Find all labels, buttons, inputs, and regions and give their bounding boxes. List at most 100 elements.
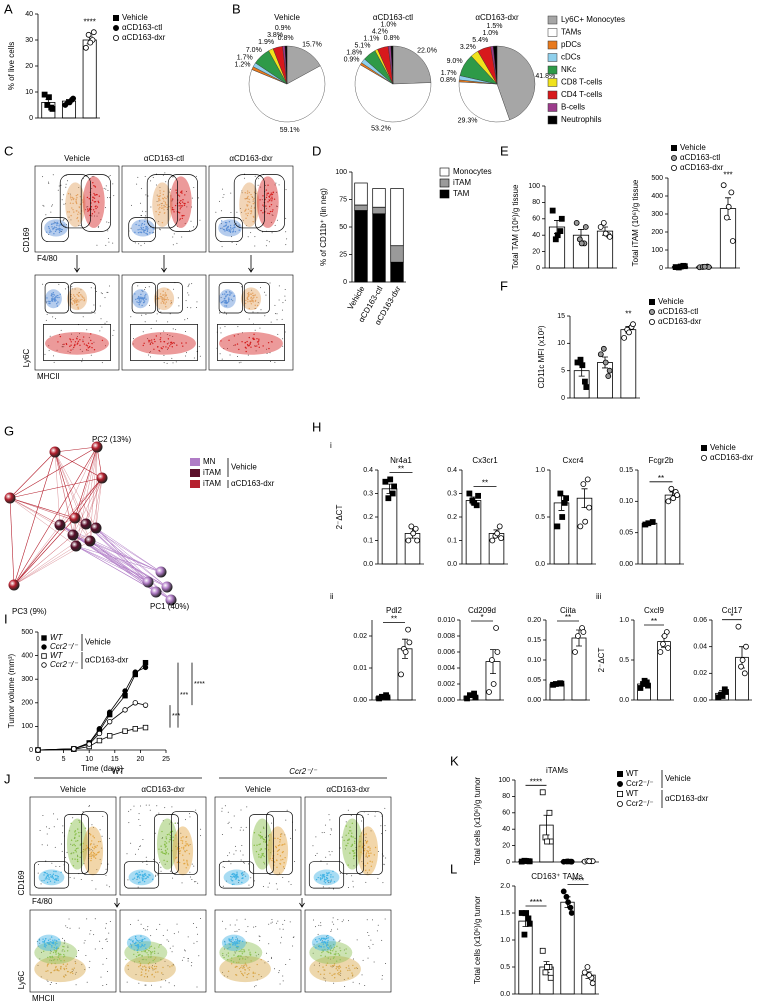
flow-event (163, 191, 164, 192)
flow-event (270, 211, 271, 212)
significance-label: ** (482, 479, 488, 488)
flow-event (248, 296, 249, 297)
flow-event (252, 293, 253, 294)
flow-event (38, 864, 39, 865)
flow-event (249, 192, 250, 193)
flow-event (46, 873, 47, 874)
legend-swatch (548, 116, 557, 124)
flow-event (291, 884, 292, 885)
legend-marker (671, 145, 676, 150)
flow-event (240, 830, 241, 831)
pie-value-label: 0.9% (275, 25, 291, 32)
flow-event (100, 305, 101, 306)
flow-event (168, 338, 169, 339)
y-tick-label: 0.0 (535, 561, 545, 568)
network-edge (10, 498, 75, 518)
flow-event (94, 313, 95, 314)
flow-event (319, 946, 320, 947)
flow-event (239, 940, 240, 941)
flow-event (170, 189, 171, 190)
bar (554, 503, 569, 564)
flow-event (78, 950, 79, 951)
flow-event (82, 341, 83, 342)
y-tick-label: 0.3 (363, 490, 373, 497)
flow-event (56, 983, 57, 984)
flow-event (56, 946, 57, 947)
flow-event (255, 952, 256, 953)
flow-event (315, 939, 316, 940)
legend-marker (42, 663, 47, 668)
flow-event (234, 876, 235, 877)
flow-event (283, 862, 284, 863)
flow-event (136, 301, 137, 302)
flow-event (92, 200, 93, 201)
flow-event (326, 943, 327, 944)
flow-event (323, 946, 324, 947)
flow-event (365, 854, 366, 855)
flow-event (67, 971, 68, 972)
panel-title: αCD163-dxr (326, 785, 370, 794)
flow-event (53, 874, 54, 875)
data-point (91, 30, 96, 35)
data-point (744, 644, 749, 649)
series-line (38, 667, 146, 750)
flow-event (163, 209, 164, 210)
flow-event (322, 832, 323, 833)
flow-event (243, 964, 244, 965)
flow-event (225, 943, 226, 944)
y-axis-label: 2⁻ΔCT (335, 505, 344, 530)
data-point (740, 658, 745, 663)
data-point (581, 482, 586, 487)
panel-title: Vehicle (245, 785, 271, 794)
data-point (558, 491, 563, 496)
flow-event (70, 197, 71, 198)
y-tick-label: 500 (651, 175, 663, 182)
flow-event (364, 850, 365, 851)
sample-sphere (70, 513, 81, 524)
data-point (383, 479, 388, 484)
flow-event (352, 965, 353, 966)
flow-event (81, 299, 82, 300)
flow-event (221, 210, 222, 211)
flow-event (315, 855, 316, 856)
flow-event (233, 954, 234, 955)
flow-event (135, 942, 136, 943)
flow-event (165, 852, 166, 853)
flow-event (377, 878, 378, 879)
flow-event (145, 228, 146, 229)
flow-event (222, 197, 223, 198)
flow-event (271, 341, 272, 342)
flow-event (222, 294, 223, 295)
flow-event (145, 321, 146, 322)
flow-event (169, 982, 170, 983)
flow-event (193, 226, 194, 227)
flow-event (318, 971, 319, 972)
flow-event (139, 813, 140, 814)
flow-event (271, 823, 272, 824)
flow-event (268, 943, 269, 944)
flow-event (55, 944, 56, 945)
flow-event (106, 984, 107, 985)
flow-event (348, 810, 349, 811)
flow-event (161, 208, 162, 209)
flow-event (283, 866, 284, 867)
flow-event (336, 968, 337, 969)
flow-event (108, 242, 109, 243)
flow-event (263, 828, 264, 829)
flow-event (234, 225, 235, 226)
flow-event (54, 826, 55, 827)
flow-event (256, 345, 257, 346)
flow-event (186, 861, 187, 862)
flow-event (56, 940, 57, 941)
flow-event (230, 193, 231, 194)
flow-event (183, 863, 184, 864)
legend-label: CD8 T-cells (561, 78, 602, 87)
flow-event (45, 938, 46, 939)
flow-event (167, 343, 168, 344)
flow-event (172, 878, 173, 879)
flow-event (145, 218, 146, 219)
flow-event (262, 345, 263, 346)
flow-event (330, 834, 331, 835)
flow-event (225, 222, 226, 223)
flow-event (147, 926, 148, 927)
